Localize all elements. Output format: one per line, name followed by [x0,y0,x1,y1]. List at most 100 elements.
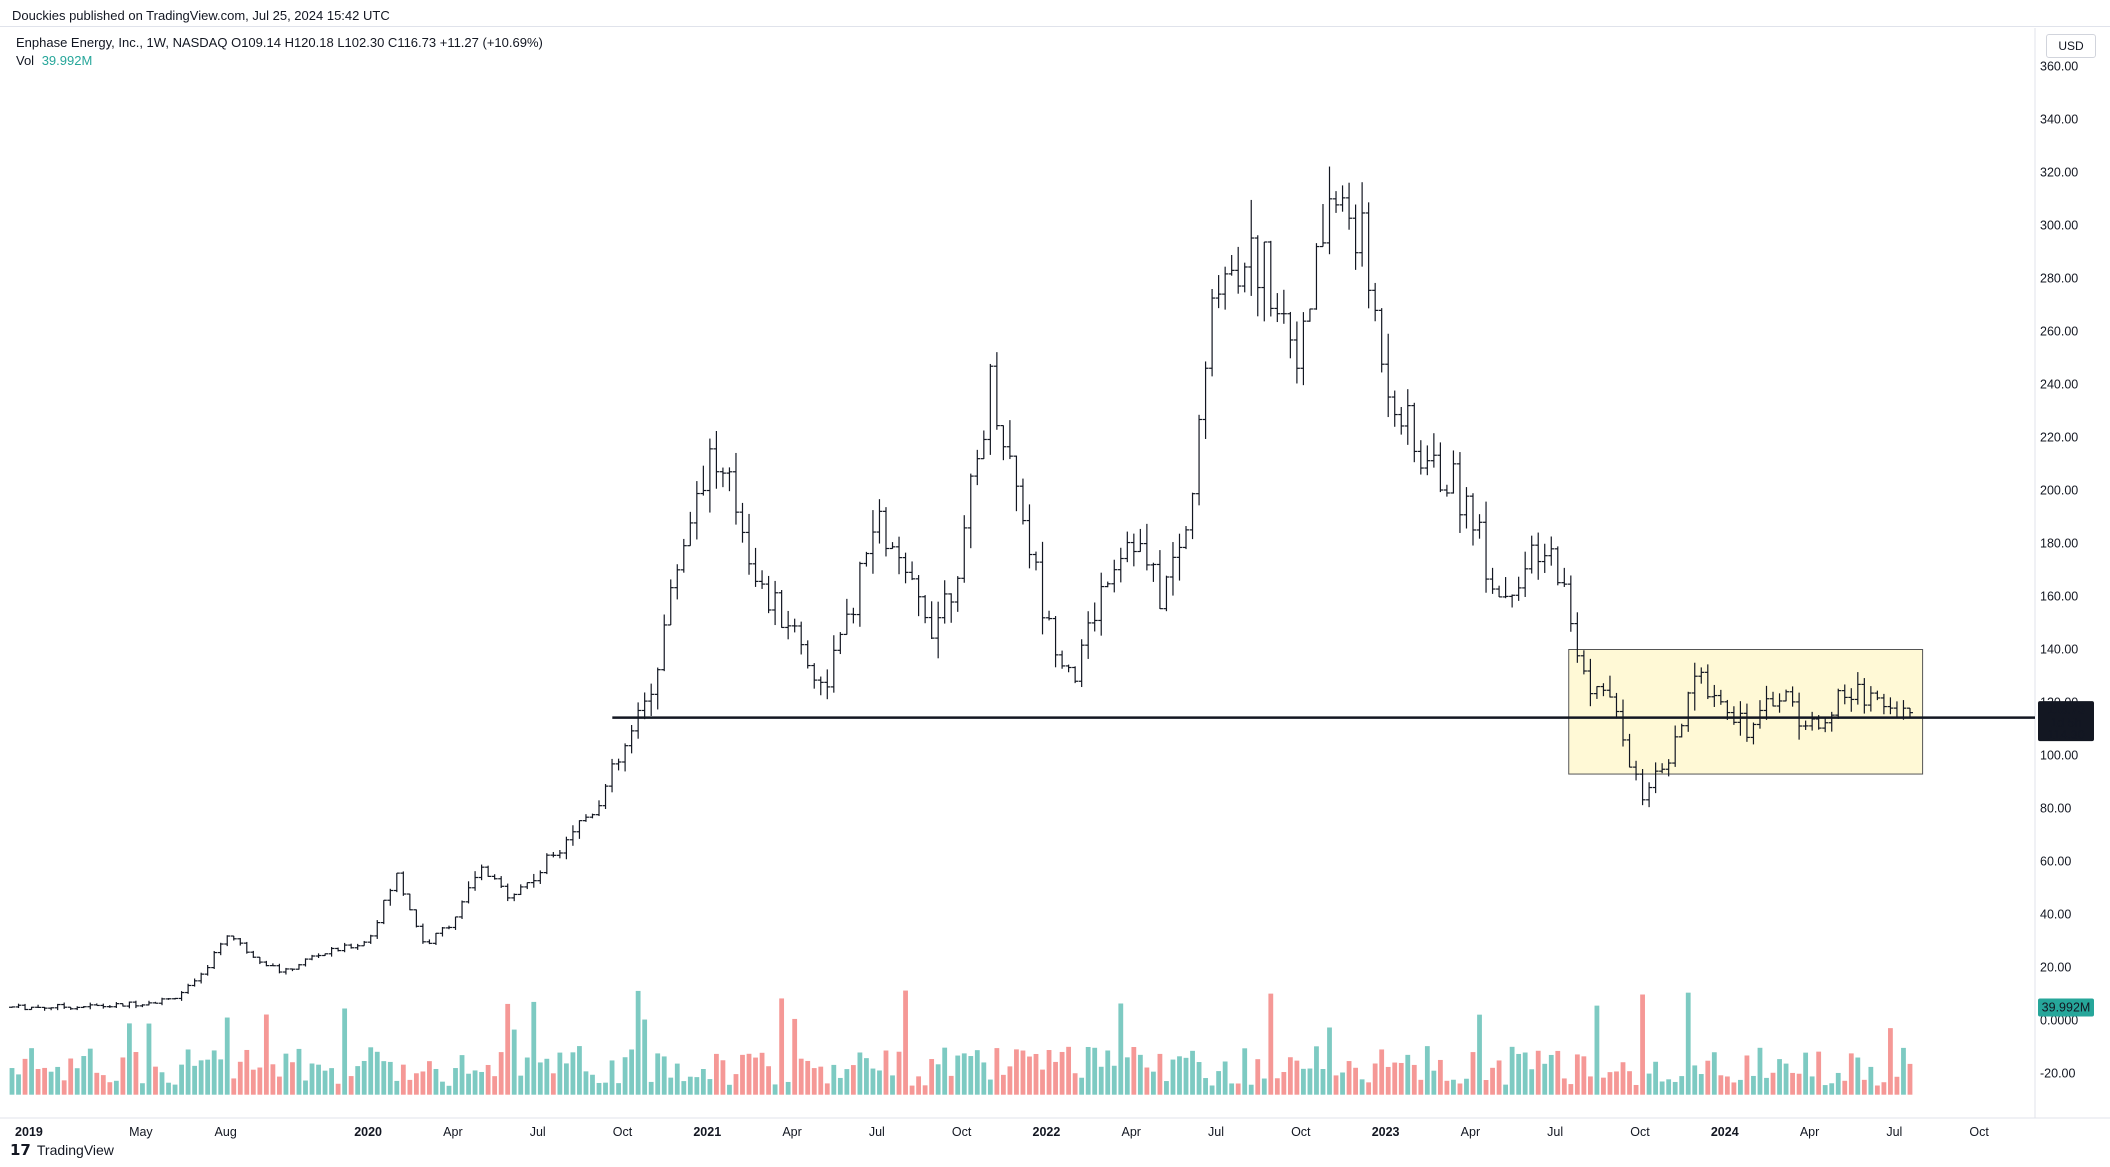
volume-bar [427,1061,432,1095]
volume-bar [1822,1085,1828,1095]
volume-legend: Vol 39.992M [16,52,543,70]
volume-bar [1196,1062,1202,1095]
x-tick-label: Apr [782,1125,801,1139]
volume-bar [759,1052,765,1095]
currency-button[interactable]: USD [2046,34,2096,58]
volume-bar [413,1073,419,1095]
volume-bar [335,1083,341,1095]
volume-bar [681,1081,687,1095]
volume-bar [714,1053,719,1095]
volume-bar [733,1074,739,1095]
volume-bar [1627,1071,1632,1095]
volume-bar [179,1064,184,1095]
volume-bar [113,1080,119,1095]
volume-bar [524,1057,530,1095]
volume-bar [922,1085,928,1095]
header-divider [0,26,2110,27]
volume-bar [446,1085,452,1095]
volume-bar [440,1081,445,1095]
volume-bar [1718,1075,1724,1095]
volume-bar [1568,1084,1574,1095]
y-tick-label: 260.00 [2040,325,2078,339]
y-tick-label: 200.00 [2040,484,2078,498]
volume-bar [1744,1055,1750,1095]
volume-bar [1118,1003,1124,1095]
volume-bar [1287,1057,1293,1095]
volume-bar [1777,1059,1782,1095]
volume-bar [850,1065,856,1095]
x-tick-label: Oct [613,1125,633,1139]
volume-bar [55,1066,61,1095]
volume-bar [1281,1072,1287,1095]
x-tick-label: Oct [952,1125,972,1139]
symbol-ohlc-line: Enphase Energy, Inc., 1W, NASDAQ O109.14… [16,35,543,50]
volume-bar [903,990,908,1095]
volume-bar [655,1053,661,1095]
volume-bar [1803,1052,1809,1095]
volume-bar [668,1077,674,1095]
volume-bar [1751,1075,1756,1095]
volume-bar [1014,1049,1019,1095]
volume-bar [1411,1064,1417,1095]
volume-bar [270,1064,276,1095]
volume-bar [16,1074,21,1095]
volume-bar [805,1060,811,1095]
volume-bar [1261,1078,1267,1095]
volume-bar [818,1066,824,1095]
y-tick-label: 40.00 [2040,908,2071,922]
volume-bar [1548,1054,1554,1095]
last-price-tag [2038,701,2094,742]
x-tick-label: Jul [1547,1125,1563,1139]
volume-bar [563,1063,569,1095]
volume-bar [642,1019,648,1095]
volume-bar [1659,1081,1665,1095]
volume-bar [948,1075,954,1095]
volume-bar [661,1056,667,1095]
volume-bar [35,1068,41,1095]
volume-bar [961,1053,967,1095]
volume-bar [1581,1056,1587,1095]
volume-bar [166,1082,171,1095]
volume-bar [1724,1076,1730,1095]
volume-legend-value: 39.992M [41,53,93,68]
volume-bar [1809,1076,1815,1095]
volume-bar [140,1083,145,1095]
volume-bar [1738,1079,1743,1095]
x-tick-label: Oct [1969,1125,1989,1139]
volume-bar [1105,1050,1111,1095]
volume-bar [994,1048,1000,1095]
volume-bar [485,1064,491,1095]
volume-bar [1835,1072,1841,1095]
volume-bar [1594,1005,1600,1095]
volume-bar [1314,1046,1319,1095]
volume-bar [1483,1080,1489,1095]
x-tick-label: 2020 [354,1125,382,1139]
x-tick-label: Jul [530,1125,546,1139]
volume-bar [1874,1085,1880,1095]
volume-bar [1131,1047,1137,1095]
volume-bar [1203,1078,1208,1095]
volume-bar [374,1051,380,1095]
volume-bar [537,1062,543,1095]
volume-bar [1470,1052,1476,1095]
volume-bar [1587,1076,1593,1095]
volume-bar [218,1059,224,1095]
volume-bar [100,1075,106,1095]
y-tick-label: 60.00 [2040,855,2071,869]
volume-bar [857,1052,863,1095]
volume-bar [1464,1078,1469,1095]
volume-bar [348,1076,354,1095]
volume-bar [1177,1056,1182,1095]
volume-bar [1816,1051,1822,1095]
volume-bar [303,1080,308,1095]
y-tick-label: 140.00 [2040,643,2078,657]
volume-bar [1046,1050,1052,1095]
volume-bar [407,1079,413,1095]
volume-bar [1692,1065,1698,1095]
volume-bar [870,1068,876,1095]
volume-bar [1431,1070,1437,1095]
volume-bar [290,1062,295,1095]
volume-bar [648,1081,654,1095]
volume-bar [837,1077,843,1095]
